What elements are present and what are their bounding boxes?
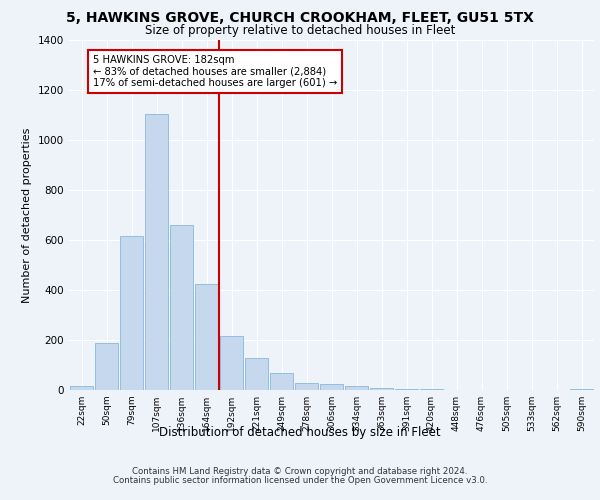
Bar — [295, 382, 318, 390]
Text: 5, HAWKINS GROVE, CHURCH CROOKHAM, FLEET, GU51 5TX: 5, HAWKINS GROVE, CHURCH CROOKHAM, FLEET… — [66, 11, 534, 25]
Bar — [570, 389, 593, 390]
Bar — [420, 389, 443, 390]
Bar — [95, 342, 118, 390]
Bar — [370, 388, 393, 390]
Bar — [245, 358, 268, 390]
Bar — [345, 386, 368, 390]
Text: Contains public sector information licensed under the Open Government Licence v3: Contains public sector information licen… — [113, 476, 487, 485]
Bar — [220, 336, 243, 390]
Bar — [195, 284, 218, 390]
Bar — [145, 114, 168, 390]
Bar — [320, 384, 343, 390]
Y-axis label: Number of detached properties: Number of detached properties — [22, 128, 32, 302]
Bar — [70, 386, 93, 390]
Bar — [395, 389, 418, 390]
Text: Distribution of detached houses by size in Fleet: Distribution of detached houses by size … — [159, 426, 441, 439]
Bar — [120, 236, 143, 390]
Text: 5 HAWKINS GROVE: 182sqm
← 83% of detached houses are smaller (2,884)
17% of semi: 5 HAWKINS GROVE: 182sqm ← 83% of detache… — [93, 55, 337, 88]
Bar — [270, 372, 293, 390]
Bar — [170, 225, 193, 390]
Text: Contains HM Land Registry data © Crown copyright and database right 2024.: Contains HM Land Registry data © Crown c… — [132, 467, 468, 476]
Text: Size of property relative to detached houses in Fleet: Size of property relative to detached ho… — [145, 24, 455, 37]
